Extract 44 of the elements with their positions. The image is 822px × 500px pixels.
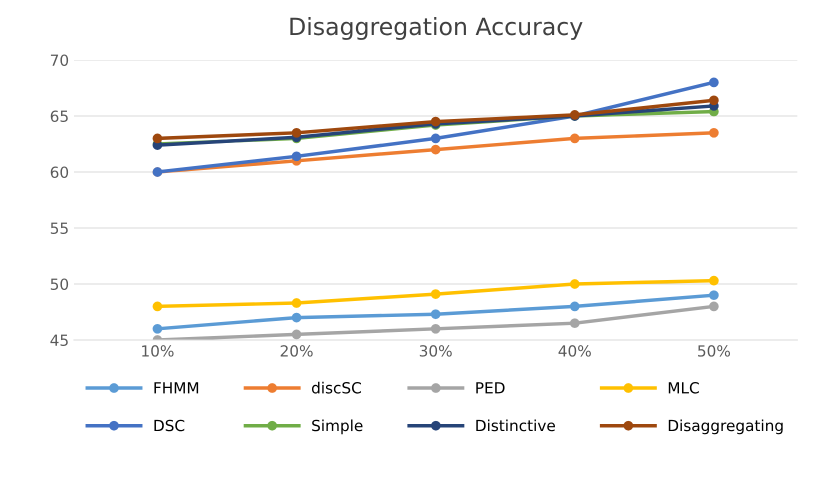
point xyxy=(292,128,302,138)
point xyxy=(430,324,441,334)
y-tick-label: 60 xyxy=(50,166,68,178)
legend-label: Disaggregating xyxy=(668,419,783,434)
x-tick-label: 10% xyxy=(142,345,174,357)
point xyxy=(709,276,719,286)
point xyxy=(570,302,580,312)
y-tick-label: 70 xyxy=(50,54,68,66)
point xyxy=(292,151,302,162)
y-tick-label: 45 xyxy=(50,334,68,346)
legend-label: discSC xyxy=(312,382,361,394)
legend-label: Simple xyxy=(312,419,362,434)
point xyxy=(570,318,580,328)
point xyxy=(709,128,719,138)
point xyxy=(292,298,302,308)
y-tick-label: 50 xyxy=(50,278,68,290)
point xyxy=(292,330,302,340)
legend-label: DSC xyxy=(154,420,184,432)
legend-label: FHMM xyxy=(154,382,198,394)
point xyxy=(709,78,719,88)
point xyxy=(430,116,441,126)
point xyxy=(570,134,580,144)
chart-title: Disaggregation Accuracy xyxy=(290,17,583,40)
point xyxy=(570,279,580,289)
point xyxy=(152,134,162,144)
point xyxy=(430,144,441,154)
legend-label: MLC xyxy=(668,382,699,394)
point xyxy=(430,309,441,320)
point xyxy=(292,312,302,322)
point xyxy=(430,134,441,144)
x-tick-label: 30% xyxy=(420,345,452,357)
y-tick-label: 65 xyxy=(50,110,68,122)
point xyxy=(152,302,162,312)
point xyxy=(152,324,162,334)
point xyxy=(430,289,441,299)
x-tick-label: 40% xyxy=(558,345,591,357)
point xyxy=(709,302,719,312)
legend-label: PED xyxy=(476,382,505,394)
legend-label: Distinctive xyxy=(476,419,555,432)
y-tick-label: 55 xyxy=(50,222,68,234)
x-tick-label: 20% xyxy=(280,345,313,357)
point xyxy=(709,95,719,106)
point xyxy=(709,290,719,300)
x-tick-label: 50% xyxy=(698,345,730,357)
